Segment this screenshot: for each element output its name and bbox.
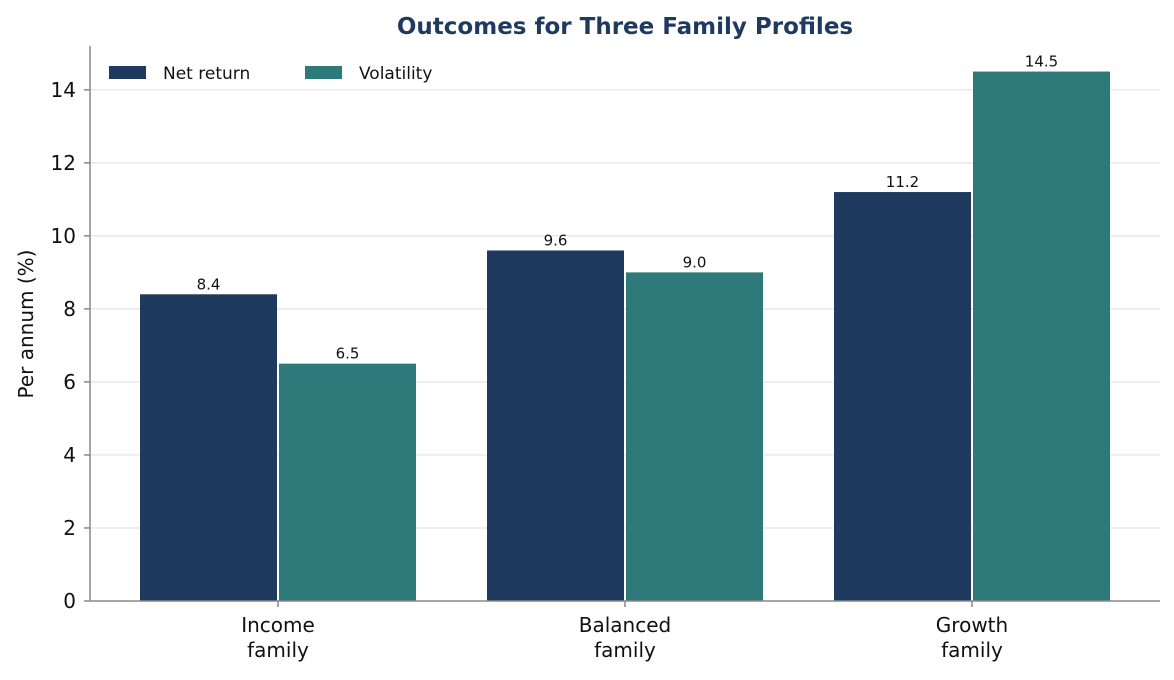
x-tick-label: Income family [241,613,315,662]
bar-value-label: 14.5 [1025,53,1058,71]
y-tick-label: 0 [63,589,76,613]
x-tick-label: Balanced family [579,613,671,662]
bar-value-label: 8.4 [197,275,221,293]
bar-value-label: 9.0 [683,253,707,271]
chart-title: Outcomes for Three Family Profiles [397,14,853,40]
y-tick-label: 6 [63,370,76,394]
legend-label: Net return [163,64,250,84]
legend: Net return Volatility [109,64,432,84]
bar-value-label: 9.6 [544,231,568,249]
y-tick-label: 2 [63,516,76,540]
bar [487,250,624,601]
y-tick-label: 14 [51,78,76,102]
axes: 0 2 4 6 8 10 12 14 Income family Balanced family Gro… [51,46,1160,662]
y-tick-label: 10 [51,224,76,248]
x-tick-label: Growth family [936,613,1008,662]
y-tick-label: 4 [63,443,76,467]
bar [626,272,763,601]
data-labels: 8.4 6.5 9.6 9.0 11.2 14.5 [197,53,1059,363]
legend-swatch [109,66,146,79]
y-axis-title: Per annum (%) [14,250,38,399]
bar [834,192,971,602]
legend-swatch [305,66,342,79]
bar [973,71,1110,602]
bar-value-label: 6.5 [336,345,360,363]
legend-label: Volatility [359,64,432,84]
bars [140,71,1110,602]
bar [140,294,277,601]
bar [279,363,416,601]
y-tick-label: 12 [51,151,76,175]
y-tick-label: 8 [63,297,76,321]
bar-value-label: 11.2 [886,173,919,191]
